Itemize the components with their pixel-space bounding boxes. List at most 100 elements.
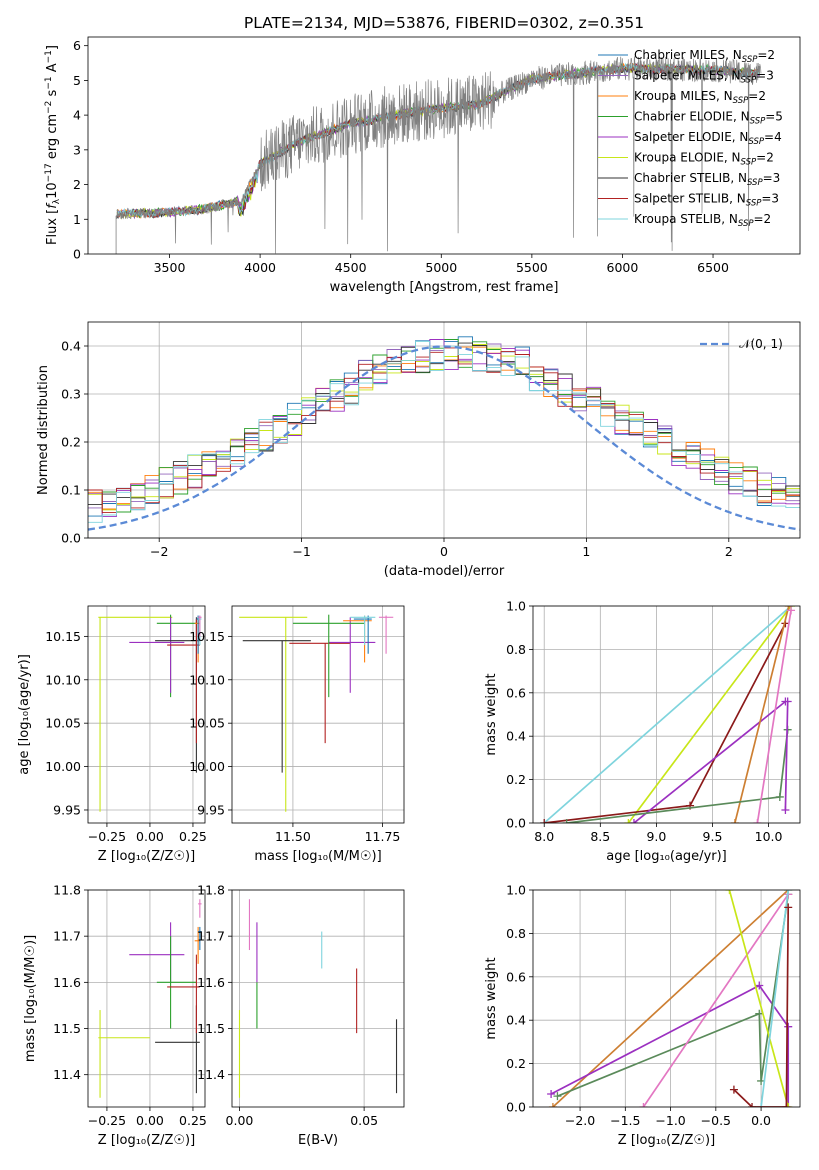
y-tick-label: 1.0 <box>506 883 526 898</box>
x-tick-label: 0 <box>440 544 448 559</box>
y-tick-label: 0.2 <box>506 1056 526 1071</box>
mass-weight-marker <box>757 1103 766 1107</box>
y-tick-label: 0.4 <box>506 729 526 744</box>
legend-entry-name: Salpeter MILES, N <box>634 69 741 83</box>
x-tick-label: 9.0 <box>646 829 666 844</box>
x-tick-label: 9.5 <box>703 829 723 844</box>
legend-entry-sub: SSP <box>742 55 758 65</box>
x-tick-label: 8.5 <box>590 829 610 844</box>
y-label-part: λ <box>52 198 62 204</box>
mass-weight-line <box>728 890 790 1107</box>
plot-area <box>98 899 202 1098</box>
error-bar-point <box>328 617 376 693</box>
y-label-part: s <box>45 89 60 100</box>
y-tick-label: 11.4 <box>197 1067 225 1082</box>
plot-area <box>239 614 394 812</box>
x-tick-label: 2 <box>725 544 733 559</box>
legend-entry-sub: SSP <box>738 219 754 229</box>
mass-weight-marker <box>784 1103 793 1107</box>
y-tick-label: 11.5 <box>53 1021 81 1036</box>
y-tick-label: 10.10 <box>189 672 225 687</box>
mass-weight-line <box>784 701 789 811</box>
legend-entry-count: =3 <box>761 192 779 206</box>
error-bar-point <box>343 615 372 663</box>
mass-weight-marker <box>748 1103 757 1107</box>
x-tick-label: 0.00 <box>226 1113 254 1128</box>
axes-frame <box>87 321 801 539</box>
y-axis-label: age [log₁₀(age/yr)] <box>17 654 32 775</box>
legend-entry: Chabrier MILES, NSSP=2 <box>634 48 775 65</box>
legend-entry: Chabrier STELIB, NSSP=3 <box>634 171 780 188</box>
legend-entry-count: =2 <box>757 48 775 62</box>
legend-entry: Salpeter MILES, NSSP=3 <box>634 69 774 86</box>
mass-weight-marker <box>787 606 796 615</box>
mass-weight-line <box>760 890 790 1107</box>
x-tick-label: 11.50 <box>275 829 311 844</box>
x-tick-label: −0.25 <box>88 829 126 844</box>
y-label-part: −1 <box>44 76 54 89</box>
x-axis-label: Z [log₁₀(Z/Z☉)] <box>98 1133 195 1148</box>
legend-entry-count: =2 <box>754 212 772 226</box>
error-bar-point <box>98 616 173 812</box>
y-tick-label: 0.0 <box>506 1100 526 1115</box>
mass-weight-line <box>557 894 790 1097</box>
legend-entry-count: =5 <box>765 110 783 124</box>
y-tick-label: 5 <box>73 73 81 88</box>
panel-3: −0.25 0.00 0.25 9.95 10.00 10.05 10.10 10.15 Z [… <box>17 605 207 864</box>
panel-8: −2.0 −1.5 −1.0 −0.5 0.0 0.0 0.2 0.4 0.6 0.8 1.0 Z [… <box>484 883 801 1148</box>
mass-weight-marker <box>548 1103 557 1107</box>
mass-weight-marker <box>624 819 633 823</box>
y-tick-label: 11.8 <box>53 883 81 898</box>
axes-frame <box>231 889 405 1108</box>
y-label-part: Flux [ <box>45 209 60 245</box>
legend-entry: Kroupa ELODIE, NSSP=2 <box>634 151 774 168</box>
mass-weight-line <box>627 606 792 823</box>
mass-weight-marker <box>775 792 784 801</box>
x-tick-label: 10.0 <box>755 829 783 844</box>
error-bar-point <box>156 936 197 1029</box>
y-tick-label: 2 <box>73 177 81 192</box>
panel-2: −2 −1 0 1 2 0.0 0.1 0.2 0.3 0.4 (data-model)/error… <box>36 321 801 579</box>
x-axis-label: mass [log₁₀(M/M☉)] <box>254 849 381 864</box>
mass-weight-marker <box>725 890 734 894</box>
y-tick-label: 11.4 <box>53 1067 81 1082</box>
axes-frame <box>532 889 801 1108</box>
error-bar-point <box>194 926 200 964</box>
error-bar-point <box>98 1010 150 1098</box>
x-tick-label: 0.00 <box>136 1113 164 1128</box>
x-tick-label: 5500 <box>516 260 548 275</box>
legend-entry: Kroupa MILES, NSSP=2 <box>634 89 766 106</box>
axes-frame <box>87 36 801 255</box>
x-axis-label: age [log₁₀(age/yr)] <box>606 849 727 864</box>
legend-entry: Salpeter ELODIE, NSSP=4 <box>634 130 782 147</box>
plot-area <box>88 336 800 531</box>
y-tick-label: 9.95 <box>197 802 225 817</box>
mass-weight-line <box>550 984 790 1107</box>
axes-frame <box>87 889 206 1108</box>
y-tick-label: 11.8 <box>197 883 225 898</box>
y-tick-label: 11.6 <box>53 975 81 990</box>
y-axis-label: mass [log₁₀(M/M☉)] <box>23 935 38 1062</box>
plot-area <box>547 890 793 1107</box>
mass-weight-marker <box>755 1009 764 1018</box>
y-axis-label: mass weight <box>484 957 499 1039</box>
mass-weight-marker <box>784 903 793 912</box>
error-bar-point <box>350 615 376 646</box>
y-axis-label: Flux [fλ10−17 erg cm−2 s−1 A−1] <box>44 45 62 245</box>
mass-weight-line <box>756 610 792 823</box>
axes-frame <box>231 605 405 824</box>
axes-frame <box>532 605 801 824</box>
y-tick-label: 0.4 <box>61 339 81 354</box>
legend-entry-sub: SSP <box>741 158 757 168</box>
x-tick-label: 8.0 <box>534 829 554 844</box>
x-tick-label: −2 <box>150 544 168 559</box>
plot-area <box>540 606 796 823</box>
x-tick-label: 0.25 <box>179 829 207 844</box>
x-tick-label: 6000 <box>607 260 639 275</box>
x-tick-label: −1.5 <box>610 1113 640 1128</box>
mass-weight-marker <box>784 606 793 610</box>
error-bar-point <box>198 926 202 951</box>
error-bar-point <box>353 615 372 654</box>
panel-5: 8.0 8.5 9.0 9.5 10.0 0.0 0.2 0.4 0.6 0.8 1.0 age [l… <box>484 599 801 864</box>
x-tick-label: −2.0 <box>565 1113 595 1128</box>
